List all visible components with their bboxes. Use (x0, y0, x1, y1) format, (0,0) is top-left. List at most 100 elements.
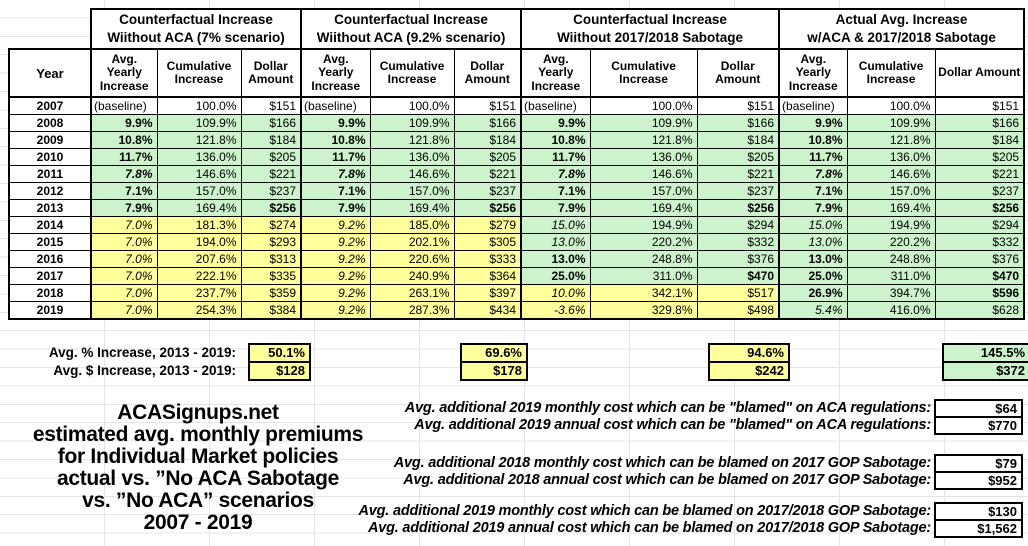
col-header: Cumulative Increase (156, 48, 242, 98)
data-cell: 100.0% (846, 96, 936, 115)
data-cell: 311.0% (846, 267, 936, 285)
data-cell: 194.9% (589, 216, 698, 234)
note-row: Avg. additional 2018 monthly cost which … (8, 454, 1023, 473)
data-cell: 7.0% (90, 284, 158, 302)
data-cell: 157.0% (846, 182, 936, 200)
data-cell: $376 (934, 250, 1026, 268)
data-cell: 9.9% (90, 114, 158, 132)
data-cell: $274 (240, 216, 302, 234)
data-cell: 9.9% (778, 114, 848, 132)
group-header-0: Counterfactual Increase Wiithout ACA (7%… (89, 8, 303, 50)
data-cell: 342.1% (589, 284, 698, 302)
data-cell: 10.0% (520, 284, 591, 302)
table-row: 2014 7.0% 181.3% $274 9.2% 185.0% $279 15.0% 194… (8, 216, 1026, 234)
data-cell: 9.9% (300, 114, 371, 132)
data-cell: 394.7% (846, 284, 936, 302)
data-cell: $335 (240, 267, 302, 285)
col-header: Cumulative Increase (846, 48, 936, 98)
data-cell: $279 (453, 216, 522, 234)
data-cell: 169.4% (156, 199, 242, 217)
col-header: Avg. Yearly Increase (778, 48, 848, 98)
data-cell: 10.8% (520, 131, 591, 149)
data-cell: 11.7% (520, 148, 591, 166)
note-value-box: $1,562 (934, 519, 1023, 538)
summary-pct-value-box: 145.5% (942, 343, 1028, 363)
table-row: 2008 9.9% 109.9% $166 9.9% 109.9% $166 9.9% 109.… (8, 114, 1026, 132)
table-row: 2017 7.0% 222.1% $335 9.2% 240.9% $364 25.0% 311… (8, 267, 1026, 285)
data-cell: 9.2% (300, 301, 371, 320)
avg-pct-increase-label: Avg. % Increase, 2013 - 2019: (48, 345, 236, 360)
data-cell: $256 (453, 199, 522, 217)
year-cell: 2013 (8, 199, 92, 217)
data-cell: $294 (696, 216, 780, 234)
data-cell: 13.0% (520, 250, 591, 268)
table-row: 2016 7.0% 207.6% $313 9.2% 220.6% $333 13.0% 248… (8, 250, 1026, 268)
data-cell: 146.6% (589, 165, 698, 183)
data-cell: 207.6% (156, 250, 242, 268)
data-cell: $166 (696, 114, 780, 132)
table-row: 2009 10.8% 121.8% $184 10.8% 121.8% $184 10.8% 1… (8, 131, 1026, 149)
data-cell: $384 (240, 301, 302, 320)
year-cell: 2016 (8, 250, 92, 268)
data-cell: $470 (934, 267, 1026, 285)
data-cell: $151 (240, 96, 302, 115)
col-header: Dollar Amount (453, 48, 522, 98)
data-cell: (baseline) (778, 96, 848, 115)
data-cell: 9.2% (300, 216, 371, 234)
note-row: Avg. additional 2019 monthly cost which … (8, 399, 1023, 418)
data-cell: $205 (696, 148, 780, 166)
data-cell: 136.0% (369, 148, 455, 166)
note-label: Avg. additional 2019 annual cost which c… (367, 520, 931, 536)
data-cell: 7.9% (778, 199, 848, 217)
data-cell: $596 (934, 284, 1026, 302)
data-cell: 263.1% (369, 284, 455, 302)
col-header: Dollar Amount (696, 48, 780, 98)
data-cell: $221 (240, 165, 302, 183)
data-cell: $151 (453, 96, 522, 115)
year-cell: 2018 (8, 284, 92, 302)
title-line: for Individual Market policies (57, 445, 339, 468)
data-cell: $205 (240, 148, 302, 166)
data-cell: 10.8% (300, 131, 371, 149)
data-cell: $470 (696, 267, 780, 285)
table-row: 2010 11.7% 136.0% $205 11.7% 136.0% $205 11.7% 1… (8, 148, 1026, 166)
data-cell: 7.1% (520, 182, 591, 200)
data-cell: 136.0% (846, 148, 936, 166)
summary-usd-value-box: $372 (942, 361, 1028, 381)
year-cell: 2011 (8, 165, 92, 183)
data-cell: $256 (696, 199, 780, 217)
data-cell: 157.0% (369, 182, 455, 200)
data-cell: $166 (240, 114, 302, 132)
source-title: ACASignups.net estimated avg. monthly pr… (0, 402, 396, 534)
summary-usd-value-box: $242 (708, 361, 790, 381)
summary-pct-value-box: 50.1% (248, 343, 311, 363)
note-value-box: $64 (934, 399, 1023, 418)
year-cell: 2008 (8, 114, 92, 132)
year-cell: 2017 (8, 267, 92, 285)
data-cell: 10.8% (778, 131, 848, 149)
data-cell: 136.0% (589, 148, 698, 166)
data-cell: $151 (696, 96, 780, 115)
data-cell: 109.9% (369, 114, 455, 132)
data-cell: 10.8% (90, 131, 158, 149)
note-value-box: $770 (934, 416, 1023, 435)
data-cell: $293 (240, 233, 302, 251)
data-cell: $184 (453, 131, 522, 149)
data-cell: 248.8% (846, 250, 936, 268)
table-row: 2019 7.0% 254.3% $384 9.2% 287.3% $434 -3.6% 329… (8, 301, 1026, 320)
data-cell: 202.1% (369, 233, 455, 251)
data-cell: $237 (934, 182, 1026, 200)
data-cell: 220.2% (846, 233, 936, 251)
data-cell: 121.8% (156, 131, 242, 149)
data-cell: 287.3% (369, 301, 455, 320)
data-cell: 15.0% (778, 216, 848, 234)
data-cell: 416.0% (846, 301, 936, 320)
data-cell: 26.9% (778, 284, 848, 302)
summary-pct-row: Avg. % Increase, 2013 - 2019: 50.1% 69.6… (8, 343, 1028, 363)
data-cell: 11.7% (90, 148, 158, 166)
data-cell: 311.0% (589, 267, 698, 285)
data-cell: 157.0% (589, 182, 698, 200)
data-cell: (baseline) (520, 96, 591, 115)
group-header-2: Counterfactual Increase Wiithout 2017/20… (520, 8, 781, 50)
year-cell: 2007 (8, 96, 92, 115)
